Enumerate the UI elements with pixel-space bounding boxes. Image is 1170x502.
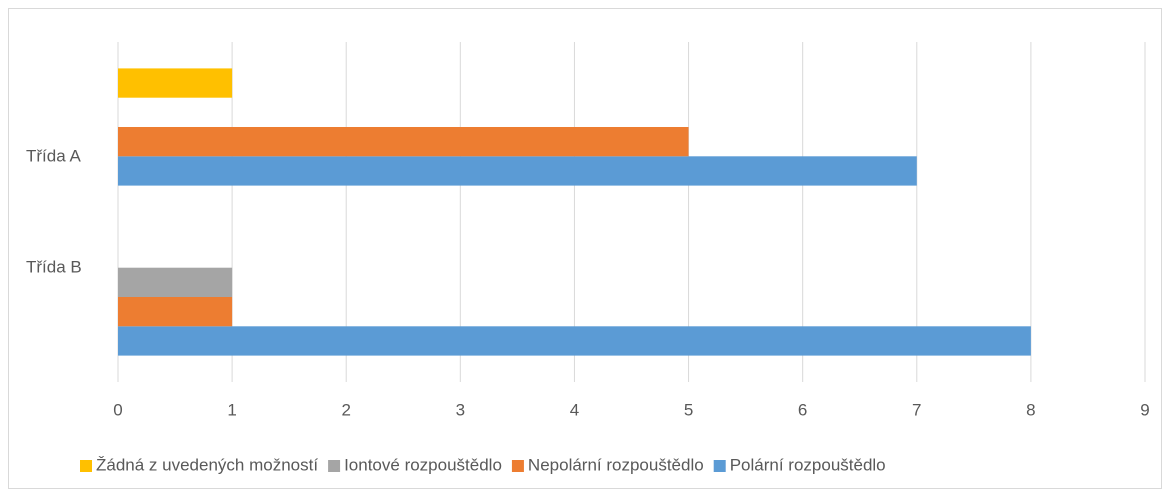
x-tick-label: 2 [341,400,350,419]
x-tick-label: 8 [1026,400,1035,419]
y-tick-label: Třída B [26,257,82,276]
bar [118,326,1031,356]
x-tick-label: 7 [912,400,921,419]
bar [118,156,917,186]
x-tick-label: 0 [113,400,122,419]
legend-swatch [713,460,726,472]
bar [118,297,233,327]
bar [118,267,233,297]
legend-label: Polární rozpouštědlo [730,455,886,474]
legend-swatch [511,460,524,472]
x-tick-label: 5 [684,400,693,419]
legend-label: Žádná z uvedených možností [96,455,318,474]
x-tick-label: 1 [227,400,236,419]
legend-label: Iontové rozpouštědlo [344,455,502,474]
legend-label: Nepolární rozpouštědlo [528,455,704,474]
bar [118,127,689,157]
x-tick-label: 9 [1140,400,1149,419]
y-tick-label: Třída A [26,146,81,165]
x-tick-label: 4 [570,400,579,419]
x-tick-label: 3 [456,400,465,419]
legend-swatch [80,460,92,472]
x-tick-label: 6 [798,400,807,419]
bar [118,68,233,98]
legend-swatch [328,460,341,472]
